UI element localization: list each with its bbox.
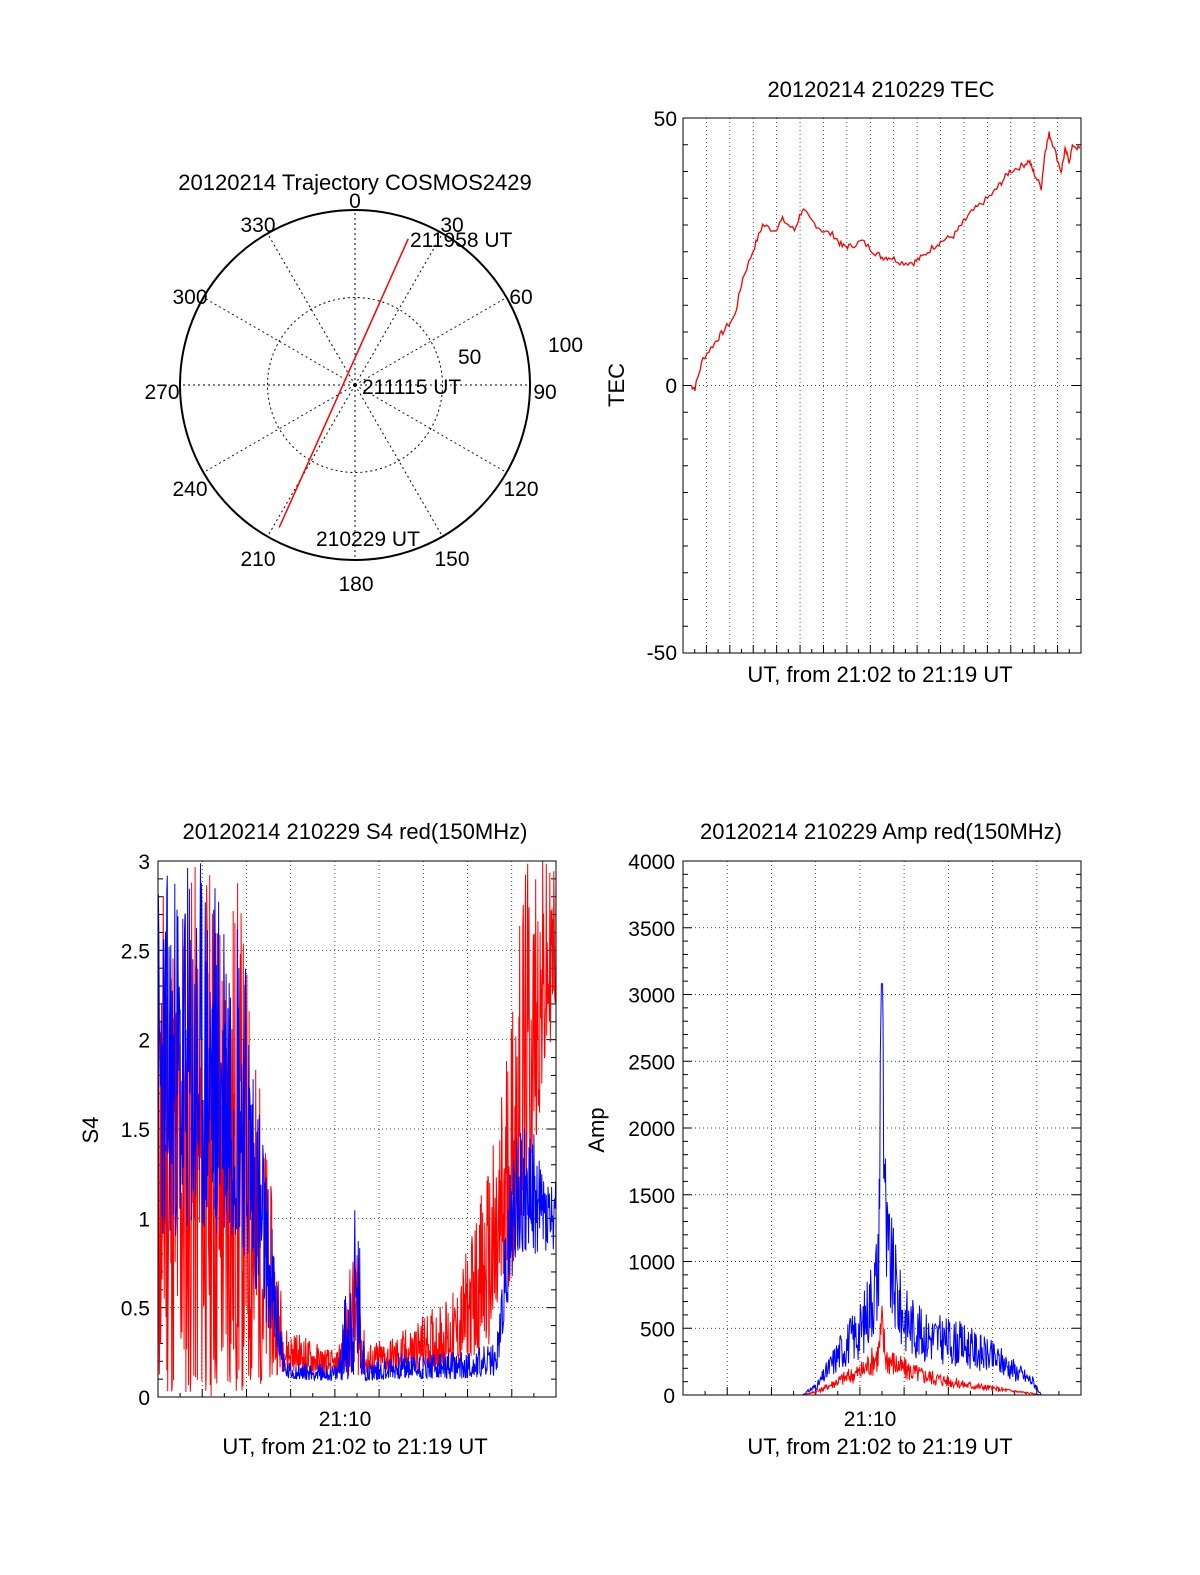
polar-az-label-120: 120 xyxy=(503,478,538,501)
polar-az-label-210: 210 xyxy=(240,548,275,571)
polar-radial-label-100: 100 xyxy=(548,334,583,357)
polar-spoke-330 xyxy=(267,233,356,386)
tec-xlabel: UT, from 21:02 to 21:19 UT xyxy=(747,662,1012,687)
amp-blue-series xyxy=(683,983,1081,1396)
amp-ytick-label: 1500 xyxy=(628,1185,675,1208)
s4-ytick-label: 1.5 xyxy=(121,1119,150,1142)
s4-xtick-2110: 21:10 xyxy=(319,1408,372,1431)
polar-az-label-0: 0 xyxy=(349,190,361,213)
s4-plot-frame xyxy=(157,860,557,1398)
amp-red-series xyxy=(683,1305,1081,1396)
s4-ytick-label: 2 xyxy=(138,1030,150,1053)
tec-ytick-0: 0 xyxy=(665,375,677,398)
polar-az-label-240: 240 xyxy=(172,478,207,501)
amp-ytick-label: 1000 xyxy=(628,1252,675,1275)
s4-ylabel: S4 xyxy=(78,1117,103,1144)
polar-az-label-150: 150 xyxy=(434,548,469,571)
polar-az-label-60: 60 xyxy=(509,286,532,309)
polar-chart: 20120214 Trajectory COSMOS2429 0 30 60 90 12… xyxy=(144,170,583,596)
s4-ytick-label: 0 xyxy=(138,1387,150,1410)
polar-az-label-30: 30 xyxy=(440,214,463,237)
amp-ytick-label: 500 xyxy=(640,1318,675,1341)
amp-title: 20120214 210229 Amp red(150MHz) xyxy=(700,819,1062,844)
amp-ytick-label: 2500 xyxy=(628,1051,675,1074)
tec-grid xyxy=(682,117,1082,654)
trajectory-end-label: 211958 UT xyxy=(410,229,513,252)
s4-ytick-label: 3 xyxy=(138,851,150,874)
tec-series-line xyxy=(690,131,1081,392)
amp-ytick-label: 3000 xyxy=(628,985,675,1008)
polar-ring-50 xyxy=(267,297,443,473)
amp-plot-frame xyxy=(682,860,1082,1396)
amp-xlabel: UT, from 21:02 to 21:19 UT xyxy=(747,1434,1012,1459)
trajectory-line xyxy=(278,238,409,528)
tec-ytick-minus50: -50 xyxy=(647,642,677,665)
tec-ytick-50: 50 xyxy=(654,108,677,131)
trajectory-start-label: 210229 UT xyxy=(316,528,420,551)
polar-spoke-240 xyxy=(203,384,356,473)
polar-azimuth-labels: 0 30 60 90 120 150 180 210 240 270 300 330 xyxy=(144,190,556,596)
polar-az-label-300: 300 xyxy=(172,286,207,309)
s4-title: 20120214 210229 S4 red(150MHz) xyxy=(183,819,528,844)
tec-title: 20120214 210229 TEC xyxy=(767,77,994,102)
s4-ytick-label: 1 xyxy=(138,1208,150,1231)
s4-blue-series xyxy=(157,863,557,1382)
amp-yticks: 4000 3500 3000 2500 2000 1500 1000 500 0 xyxy=(628,851,675,1408)
polar-spoke-120 xyxy=(354,384,507,473)
amp-ytick-label: 4000 xyxy=(628,851,675,874)
amp-chart: 20120214 210229 Amp red(150MHz) 4000 3500… xyxy=(584,819,1082,1459)
polar-az-label-270: 270 xyxy=(144,381,179,404)
polar-spoke-60 xyxy=(354,297,507,386)
tec-chart: 20120214 210229 TEC 50 0 -50 TEC UT, fro… xyxy=(604,77,1082,687)
polar-radial-label-50: 50 xyxy=(458,346,481,369)
amp-ytick-label: 3500 xyxy=(628,918,675,941)
s4-chart: 20120214 210229 S4 red(150MHz) 3 2.5 2 1.5 1… xyxy=(78,819,557,1459)
polar-spoke-210 xyxy=(267,384,356,537)
polar-spoke-300 xyxy=(203,297,356,386)
polar-spoke-30 xyxy=(354,233,443,386)
tec-ylabel: TEC xyxy=(604,363,629,407)
polar-title: 20120214 Trajectory COSMOS2429 xyxy=(178,170,531,195)
s4-ytick-label: 0.5 xyxy=(121,1298,150,1321)
polar-outer-ring xyxy=(179,209,531,561)
amp-xtick-2110: 21:10 xyxy=(844,1408,897,1431)
amp-ytick-label: 0 xyxy=(663,1385,675,1408)
amp-ytick-label: 2000 xyxy=(628,1118,675,1141)
polar-grid xyxy=(180,210,530,560)
polar-spoke-150 xyxy=(354,384,443,537)
amp-ylabel: Amp xyxy=(584,1107,609,1152)
s4-yticks: 3 2.5 2 1.5 1 0.5 0 xyxy=(121,851,150,1410)
s4-ytick-label: 2.5 xyxy=(121,940,150,963)
s4-xlabel: UT, from 21:02 to 21:19 UT xyxy=(222,1434,487,1459)
tec-plot-frame xyxy=(682,117,1082,654)
polar-az-label-180: 180 xyxy=(338,573,373,596)
polar-az-label-90: 90 xyxy=(533,381,556,404)
polar-az-label-330: 330 xyxy=(240,214,275,237)
trajectory-mid-label: 211115 UT xyxy=(362,376,461,399)
